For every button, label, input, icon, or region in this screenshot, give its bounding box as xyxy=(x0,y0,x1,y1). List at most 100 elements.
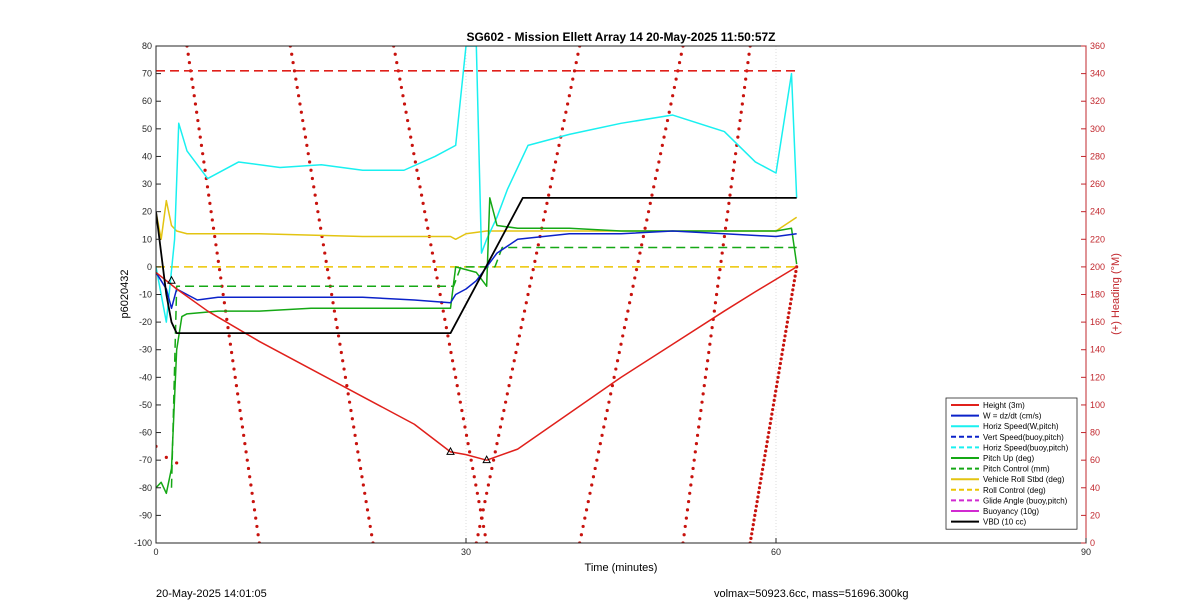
heading-point xyxy=(588,491,592,495)
heading-point xyxy=(252,508,257,512)
heading-point xyxy=(631,284,635,288)
heading-point xyxy=(433,268,438,272)
heading-point xyxy=(485,491,489,495)
heading-point xyxy=(202,160,206,164)
heading-point xyxy=(424,218,428,222)
heading-point xyxy=(334,317,338,321)
heading-point xyxy=(756,495,760,499)
heading-point xyxy=(703,375,707,379)
heading-point xyxy=(486,483,490,487)
heading-point xyxy=(249,483,253,487)
heading-point xyxy=(779,357,783,361)
legend-label: Vert Speed(buoy,pitch) xyxy=(983,433,1064,442)
heading-point xyxy=(175,461,179,465)
heading-point xyxy=(491,458,496,462)
heading-point xyxy=(517,334,521,338)
heading-point xyxy=(504,400,508,404)
heading-point xyxy=(478,508,483,512)
heading-point xyxy=(354,442,359,446)
heading-point xyxy=(217,268,222,272)
heading-point xyxy=(769,417,773,421)
heading-point xyxy=(740,102,744,106)
heading-point xyxy=(783,334,787,338)
y-tick-label: 10 xyxy=(142,234,152,244)
heading-point xyxy=(295,85,299,90)
heading-point xyxy=(548,185,552,189)
series-roll xyxy=(156,199,798,241)
grid xyxy=(465,46,777,543)
heading-point xyxy=(197,127,201,131)
heading-point xyxy=(319,226,323,230)
heading-point xyxy=(701,392,705,396)
heading-point xyxy=(216,259,220,263)
heading-point xyxy=(609,392,613,396)
heading-point xyxy=(531,268,535,272)
x-tick-label: 60 xyxy=(771,547,781,557)
heading-point xyxy=(338,342,342,346)
heading-point xyxy=(665,118,670,123)
heading-point xyxy=(303,135,308,139)
heading-point xyxy=(761,463,765,467)
heading-point xyxy=(581,524,585,529)
y-tick-label: -70 xyxy=(139,455,152,465)
heading-point xyxy=(368,524,372,529)
heading-point xyxy=(747,52,751,56)
triangle-marker xyxy=(446,446,455,455)
heading-point xyxy=(629,292,633,297)
y-tick-label: -90 xyxy=(139,510,152,520)
heading-point xyxy=(254,516,258,520)
heading-point xyxy=(186,52,190,56)
y-right-tick-label: 320 xyxy=(1090,96,1105,106)
x-tick-label: 90 xyxy=(1081,547,1091,557)
heading-point xyxy=(753,509,758,513)
heading-point xyxy=(356,450,360,454)
heading-point xyxy=(691,466,695,471)
series-group xyxy=(156,46,798,495)
heading-point xyxy=(466,442,470,446)
heading-point xyxy=(215,251,219,255)
heading-point xyxy=(228,342,232,346)
heading-point xyxy=(557,143,561,147)
heading-point xyxy=(781,343,786,347)
heading-point xyxy=(699,408,703,413)
heading-point xyxy=(773,394,777,398)
heading-point xyxy=(481,524,486,529)
heading-point xyxy=(450,359,455,363)
heading-point xyxy=(463,425,467,429)
heading-point xyxy=(310,176,314,181)
heading-point xyxy=(781,348,785,352)
heading-point xyxy=(640,243,644,247)
heading-point xyxy=(510,367,515,371)
heading-point xyxy=(624,317,628,321)
heading-point xyxy=(794,269,798,274)
heading-point xyxy=(607,400,611,404)
heading-point xyxy=(709,334,713,338)
heading-point xyxy=(246,466,251,471)
heading-point xyxy=(488,475,492,479)
heading-point xyxy=(407,127,411,131)
heading-point xyxy=(404,110,408,114)
heading-point xyxy=(650,193,654,197)
heading-point xyxy=(614,367,618,371)
heading-point xyxy=(398,77,402,81)
heading-point xyxy=(712,309,716,313)
legend-label: Pitch Control (mm) xyxy=(983,465,1050,474)
heading-point xyxy=(321,243,325,247)
heading-point xyxy=(244,450,248,454)
heading-point xyxy=(335,326,339,330)
heading-point xyxy=(213,234,217,239)
heading-point xyxy=(694,442,699,446)
heading-point xyxy=(426,226,430,230)
legend-label: Horiz Speed(buoy,pitch) xyxy=(983,443,1069,452)
heading-point xyxy=(316,210,320,214)
heading-point xyxy=(555,152,559,156)
heading-point xyxy=(306,152,310,156)
heading-point xyxy=(524,301,528,305)
heading-point xyxy=(327,276,331,280)
heading-point xyxy=(336,334,341,338)
heading-point xyxy=(717,276,721,280)
heading-point xyxy=(645,218,649,222)
heading-point xyxy=(353,433,357,437)
heading-point xyxy=(741,94,746,98)
y-tick-label: 0 xyxy=(147,262,152,272)
